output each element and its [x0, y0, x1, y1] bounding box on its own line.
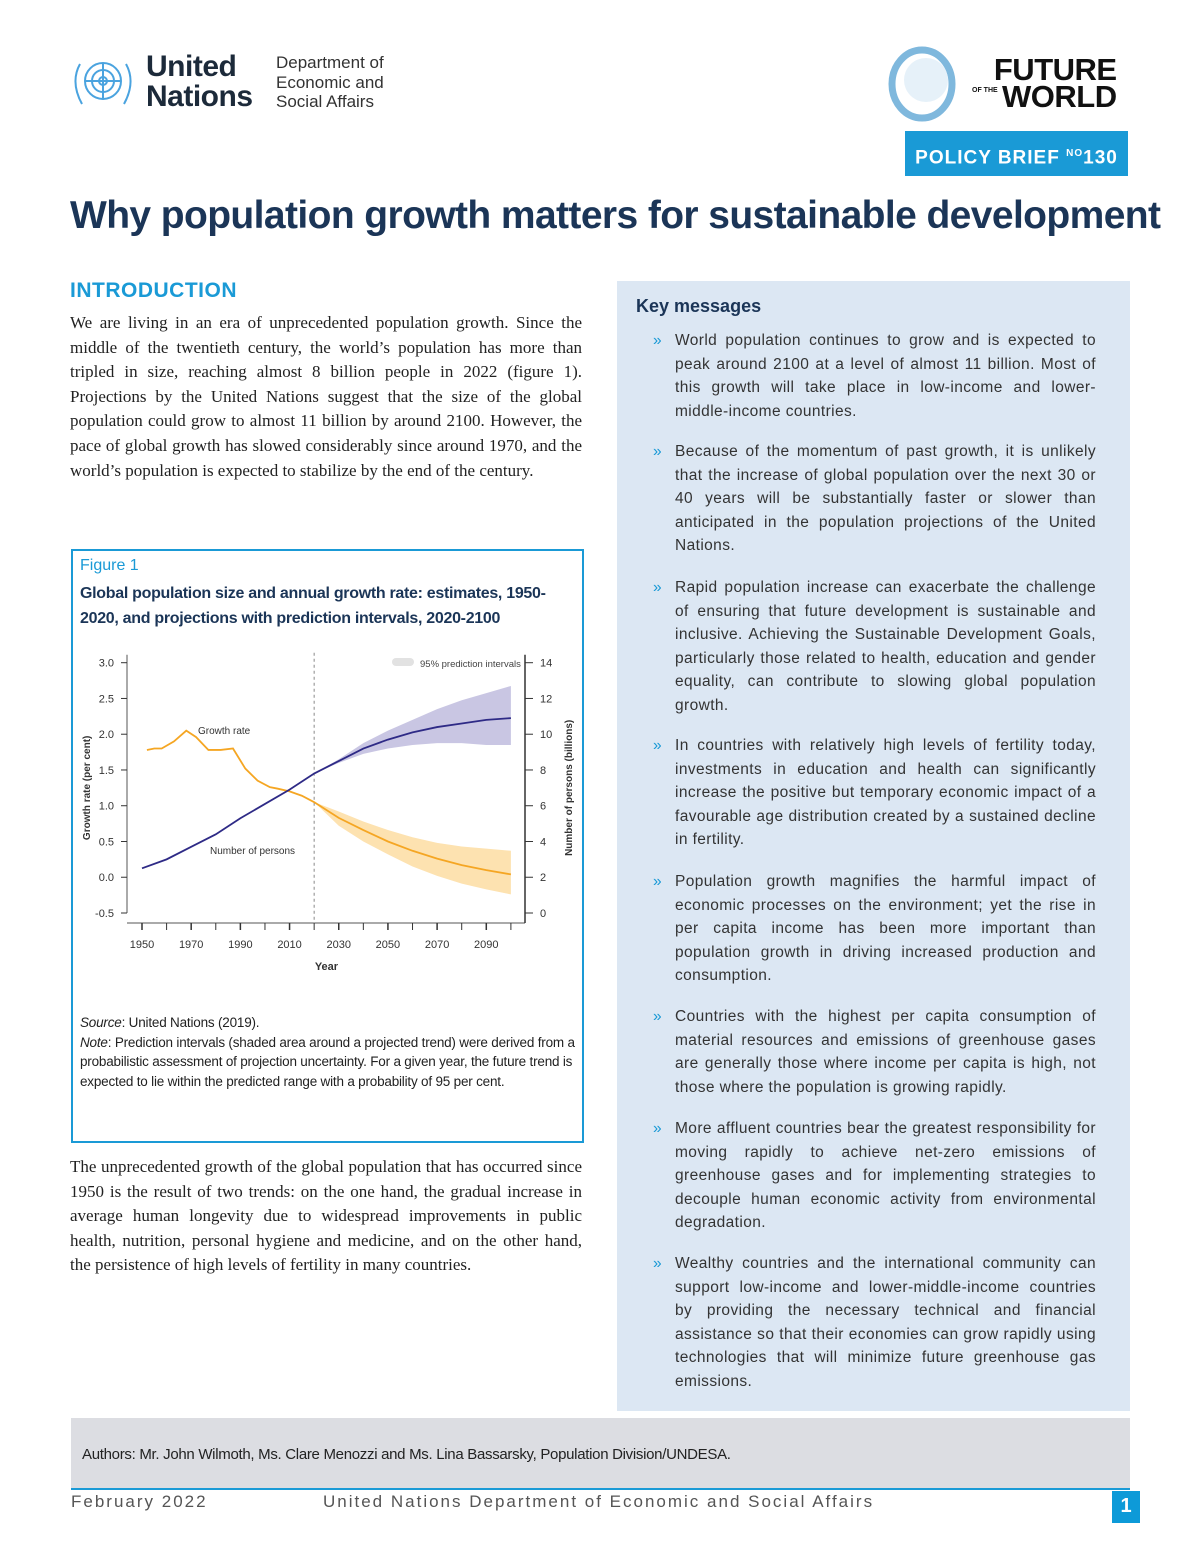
y-left-tick-label: 2.0	[99, 729, 114, 741]
bullet-icon: »	[653, 1008, 663, 1025]
policy-brief-number: 130	[1083, 147, 1118, 169]
department-line: Social Affairs	[276, 92, 374, 111]
key-message-item: » World population continues to grow and …	[653, 329, 1096, 423]
y-left-axis-title: Growth rate (per cent)	[82, 736, 93, 840]
un-emblem-icon	[74, 62, 132, 105]
source-label: Source	[80, 1015, 122, 1030]
key-message-text: Wealthy countries and the international …	[675, 1255, 1096, 1390]
figure-box	[71, 549, 584, 1143]
y-left-tick-label: 3.0	[99, 658, 114, 670]
legend-swatch	[392, 658, 414, 666]
x-tick-label: 1950	[130, 939, 154, 951]
key-message-text: More affluent countries bear the greates…	[675, 1120, 1096, 1231]
globe-logo-icon	[888, 46, 956, 122]
fow-of-the: OF THE	[972, 87, 998, 94]
x-tick-label: 2030	[327, 939, 351, 951]
y-right-tick-label: 10	[540, 729, 552, 741]
y-right-tick-label: 12	[540, 693, 552, 705]
intro-paragraph-2: The unprecedented growth of the global p…	[70, 1157, 582, 1275]
key-message-item: » Countries with the highest per capita c…	[653, 1005, 1096, 1099]
bullet-icon: »	[653, 737, 663, 754]
authors-box	[71, 1418, 1130, 1490]
footer-organization: United Nations Department of Economic an…	[323, 1492, 875, 1511]
key-messages-heading: Key messages	[636, 296, 762, 316]
bullet-icon: »	[653, 873, 663, 890]
key-message-text: Because of the momentum of past growth, …	[675, 443, 1096, 554]
key-message-item: » Because of the momentum of past growth,…	[653, 440, 1096, 558]
key-message-text: World population continues to grow and i…	[675, 332, 1096, 420]
y-right-axis-title: Number of persons (billions)	[564, 720, 575, 856]
future-of-the-world-logo: FUTURE OF THE WORLD	[972, 52, 1117, 114]
y-left-tick-label: 0.5	[99, 836, 114, 848]
key-message-text: In countries with relatively high levels…	[675, 737, 1096, 848]
policy-brief-label: POLICY BRIEF	[915, 147, 1060, 169]
prediction-interval-band	[314, 802, 511, 895]
department-line: Department of	[276, 53, 384, 72]
y-left-tick-label: 1.0	[99, 801, 114, 813]
fow-line2: WORLD	[1002, 79, 1117, 114]
series-line	[141, 717, 511, 870]
figure-note: Note: Prediction intervals (shaded area …	[80, 1033, 575, 1092]
department-name: Department of Economic and Social Affair…	[276, 53, 384, 112]
population-chart: 3.0 2.5 2.0 1.5 1.0 0.5 0.0 -0.5 14 12 10 8 6 4 2 0 1950…	[82, 652, 575, 973]
key-message-item: » Rapid population increase can exacerbat…	[653, 576, 1096, 717]
x-tick-label: 1970	[179, 939, 203, 951]
x-tick-label: 1990	[228, 939, 252, 951]
fow-line1: FUTURE	[993, 52, 1117, 87]
un-logo-line: United	[146, 50, 237, 83]
figure-label: Figure 1	[80, 557, 139, 574]
policy-brief-no: NO	[1066, 148, 1084, 159]
y-left-tick-label: 0.0	[99, 872, 114, 884]
page-title: Why population growth matters for sustai…	[70, 194, 1161, 237]
y-right-tick-label: 0	[540, 908, 546, 920]
note-label: Note	[80, 1034, 108, 1050]
x-tick-label: 2050	[376, 939, 400, 951]
un-logo-line: Nations	[146, 80, 253, 113]
note-text: : Prediction intervals (shaded area arou…	[80, 1034, 575, 1089]
source-text: : United Nations (2019).	[121, 1015, 260, 1030]
series-label-persons: Number of persons	[210, 846, 295, 857]
bullet-icon: »	[653, 443, 663, 460]
figure-title: Global population size and annual growth…	[80, 585, 546, 627]
x-axis-title: Year	[315, 961, 339, 973]
legend-label: 95% prediction intervals	[420, 659, 521, 670]
bullet-icon: »	[653, 1120, 663, 1137]
prediction-interval-band	[314, 685, 511, 774]
y-left-tick-label: 1.5	[99, 765, 114, 777]
introduction-heading: INTRODUCTION	[70, 279, 237, 302]
key-message-text: Population growth magnifies the harmful …	[675, 873, 1096, 984]
key-message-item: » Population growth magnifies the harmful…	[653, 870, 1096, 988]
y-right-tick-label: 2	[540, 872, 546, 884]
x-tick-label: 2090	[474, 939, 498, 951]
x-tick-label: 2010	[277, 939, 301, 951]
un-logo-text: United Nations	[146, 52, 253, 112]
bullet-icon: »	[653, 579, 663, 596]
bullet-icon: »	[653, 1255, 663, 1272]
series-label-growth-rate: Growth rate	[198, 726, 251, 737]
key-messages-box	[617, 281, 1130, 1411]
y-left-tick-label: -0.5	[95, 908, 114, 920]
policy-brief-badge: POLICY BRIEF NO130	[905, 131, 1128, 176]
y-right-tick-label: 6	[540, 801, 546, 813]
intro-paragraph: We are living in an era of unprecedented…	[70, 313, 582, 480]
y-right-tick-label: 8	[540, 765, 546, 777]
y-left-tick-label: 2.5	[99, 693, 114, 705]
department-line: Economic and	[276, 72, 384, 92]
key-message-text: Rapid population increase can exacerbate…	[675, 579, 1096, 714]
footer-date: February 2022	[71, 1492, 208, 1511]
series-line	[146, 729, 512, 876]
page-number: 1	[1112, 1491, 1140, 1523]
x-tick-label: 2070	[425, 939, 449, 951]
key-message-text: Countries with the highest per capita co…	[675, 1008, 1096, 1096]
bullet-icon: »	[653, 332, 663, 349]
authors: Authors: Mr. John Wilmoth, Ms. Clare Men…	[82, 1446, 731, 1463]
key-message-item: » Wealthy countries and the international…	[653, 1252, 1096, 1393]
key-message-item: » More affluent countries bear the greate…	[653, 1117, 1096, 1235]
figure-source: Source: United Nations (2019).	[80, 1013, 575, 1033]
key-message-item: » In countries with relatively high level…	[653, 734, 1096, 852]
y-right-tick-label: 14	[540, 658, 552, 670]
y-right-tick-label: 4	[540, 836, 546, 848]
figure-notes: Source: United Nations (2019). Note: Pre…	[80, 1013, 575, 1091]
